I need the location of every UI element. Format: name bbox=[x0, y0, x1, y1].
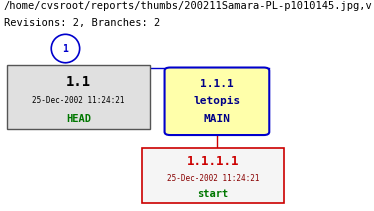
Text: Revisions: 2, Branches: 2: Revisions: 2, Branches: 2 bbox=[4, 18, 160, 28]
Text: 1.1: 1.1 bbox=[66, 75, 91, 89]
Text: /home/cvsroot/reports/thumbs/200211Samara-PL-p1010145.jpg,v: /home/cvsroot/reports/thumbs/200211Samar… bbox=[4, 1, 373, 11]
FancyBboxPatch shape bbox=[142, 148, 284, 203]
Text: 1: 1 bbox=[62, 43, 68, 54]
Text: 25-Dec-2002 11:24:21: 25-Dec-2002 11:24:21 bbox=[32, 96, 125, 105]
Ellipse shape bbox=[51, 34, 80, 63]
Text: 1.1.1.1: 1.1.1.1 bbox=[187, 156, 239, 168]
Text: 1.1.1: 1.1.1 bbox=[200, 79, 234, 89]
Text: start: start bbox=[197, 189, 229, 199]
Text: letopis: letopis bbox=[193, 96, 240, 106]
Text: 25-Dec-2002 11:24:21: 25-Dec-2002 11:24:21 bbox=[167, 174, 260, 183]
FancyBboxPatch shape bbox=[165, 68, 269, 135]
FancyBboxPatch shape bbox=[7, 65, 150, 129]
Text: MAIN: MAIN bbox=[203, 114, 230, 124]
Text: HEAD: HEAD bbox=[66, 114, 91, 124]
